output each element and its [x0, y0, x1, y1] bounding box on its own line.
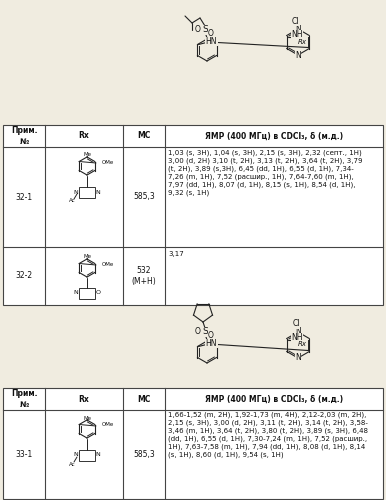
Text: NH: NH [291, 30, 303, 39]
Text: N: N [295, 50, 301, 59]
Text: 532
(M+H): 532 (M+H) [132, 266, 156, 285]
Bar [79, 450, 95, 460]
Text: HN: HN [206, 37, 217, 46]
Text: Rx: Rx [79, 394, 90, 404]
Text: Rx: Rx [298, 342, 307, 347]
Bar [79, 288, 95, 298]
Text: Me: Me [84, 254, 92, 260]
Text: Прим.
№: Прим. № [11, 390, 37, 408]
Text: N: N [96, 452, 100, 458]
Text: O: O [195, 326, 201, 336]
Text: Ac: Ac [69, 198, 75, 203]
Bar [3, 388, 383, 499]
Text: O: O [195, 24, 201, 34]
Text: МС: МС [137, 394, 151, 404]
Text: Cl: Cl [291, 16, 299, 26]
Text: Прим.
№: Прим. № [11, 126, 37, 146]
Text: 1,03 (s, 3H), 1,04 (s, 3H), 2,15 (s, 3H), 2,32 (септ., 1H)
3,00 (d, 2H) 3,10 (t,: 1,03 (s, 3H), 1,04 (s, 3H), 2,15 (s, 3H)… [168, 149, 362, 196]
Text: МС: МС [137, 132, 151, 140]
Text: OMe: OMe [102, 262, 114, 266]
Text: S: S [202, 26, 208, 35]
Text: 32-2: 32-2 [15, 272, 32, 280]
Text: Me: Me [84, 152, 92, 158]
Text: OMe: OMe [102, 160, 114, 164]
Text: Me: Me [84, 416, 92, 420]
Text: 1,66-1,52 (m, 2H), 1,92-1,73 (m, 4H), 2,12-2,03 (m, 2H),
2,15 (s, 3H), 3,00 (d, : 1,66-1,52 (m, 2H), 1,92-1,73 (m, 4H), 2,… [168, 412, 368, 459]
Bar [3, 125, 383, 305]
Text: ЯМР (400 МГц) в CDCl₃, δ (м.д.): ЯМР (400 МГц) в CDCl₃, δ (м.д.) [205, 132, 343, 140]
Text: O: O [208, 330, 214, 340]
Text: N: N [74, 290, 78, 296]
Text: 585,3: 585,3 [133, 450, 155, 459]
Text: HN: HN [206, 339, 217, 348]
Text: 585,3: 585,3 [133, 192, 155, 202]
Text: Cl: Cl [292, 320, 300, 328]
Text: Rx: Rx [79, 132, 90, 140]
Text: 3,17: 3,17 [168, 251, 184, 257]
Text: N: N [295, 24, 301, 34]
Text: N: N [74, 452, 78, 458]
Text: OMe: OMe [102, 422, 114, 428]
Text: N: N [74, 190, 78, 194]
Text: ЯМР (400 МГц) в CDCl₃, δ (м.д.): ЯМР (400 МГц) в CDCl₃, δ (м.д.) [205, 394, 343, 404]
Text: 32-1: 32-1 [15, 192, 32, 202]
Text: N: N [295, 354, 301, 362]
Text: O: O [95, 290, 100, 296]
Text: NH: NH [291, 333, 303, 342]
Text: Rx: Rx [298, 38, 307, 44]
Text: N: N [295, 328, 301, 336]
Text: O: O [208, 28, 214, 38]
Text: 33-1: 33-1 [15, 450, 33, 459]
Bar [79, 186, 95, 198]
Text: Ac: Ac [69, 462, 75, 466]
Text: N: N [96, 190, 100, 194]
Text: S: S [202, 328, 208, 336]
